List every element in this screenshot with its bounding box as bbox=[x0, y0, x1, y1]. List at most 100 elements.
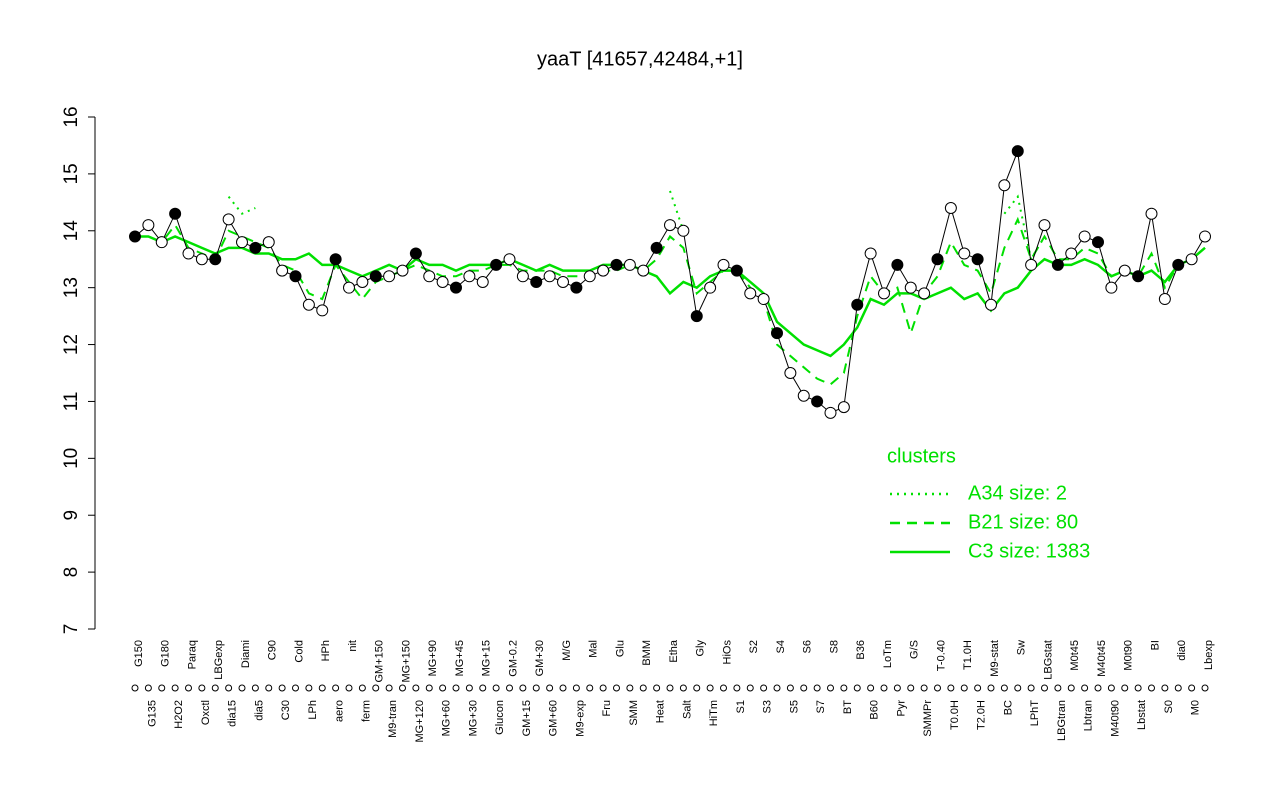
point bbox=[209, 253, 222, 266]
x-tick-label: LPh bbox=[307, 700, 319, 720]
rug bbox=[1000, 684, 1008, 692]
x-tick-label: H2O2 bbox=[173, 700, 185, 729]
point bbox=[958, 247, 971, 260]
point bbox=[383, 270, 396, 283]
point bbox=[169, 207, 182, 220]
rug bbox=[1094, 684, 1102, 692]
point bbox=[757, 293, 770, 306]
point bbox=[195, 253, 208, 266]
rug bbox=[666, 684, 674, 692]
rug bbox=[465, 684, 473, 692]
point bbox=[931, 253, 944, 266]
y-tick-label: 9 bbox=[61, 510, 82, 521]
x-tick-label: MG+30 bbox=[467, 700, 479, 736]
rug bbox=[171, 684, 179, 692]
y-tick-label: 12 bbox=[61, 334, 82, 355]
rug bbox=[251, 684, 259, 692]
y-tick-label: 15 bbox=[61, 163, 82, 184]
x-tick-label: dia15 bbox=[227, 700, 239, 727]
x-tick-label: dia5 bbox=[253, 700, 265, 721]
legend-label: A34 size: 2 bbox=[968, 482, 1067, 504]
x-tick-label: S6 bbox=[802, 640, 814, 653]
point bbox=[597, 264, 610, 277]
point bbox=[356, 275, 369, 288]
rug bbox=[800, 684, 808, 692]
point bbox=[650, 241, 663, 254]
cluster-line bbox=[669, 190, 685, 232]
point bbox=[744, 287, 757, 300]
rug bbox=[425, 684, 433, 692]
point bbox=[142, 219, 155, 232]
point bbox=[864, 247, 877, 260]
y-tick-label: 8 bbox=[61, 567, 82, 578]
point bbox=[543, 270, 556, 283]
point bbox=[904, 281, 917, 294]
rug bbox=[840, 684, 848, 692]
rug bbox=[546, 684, 554, 692]
rug bbox=[318, 684, 326, 692]
x-tick-label: Gly bbox=[695, 640, 707, 657]
rug bbox=[1188, 684, 1196, 692]
x-tick-label: M0t90 bbox=[1123, 640, 1135, 671]
point bbox=[1199, 230, 1211, 243]
y-tick-label: 7 bbox=[61, 624, 82, 635]
point bbox=[851, 298, 864, 311]
x-tick-label: GM-0.2 bbox=[507, 640, 519, 677]
point bbox=[583, 270, 596, 283]
rug bbox=[185, 684, 192, 692]
point bbox=[1132, 270, 1145, 283]
x-tick-label: ferm bbox=[360, 700, 372, 722]
rug bbox=[385, 684, 393, 692]
x-tick-label: Etha bbox=[668, 639, 680, 663]
x-tick-label: C90 bbox=[267, 640, 279, 660]
x-tick-label: MG+45 bbox=[454, 640, 466, 676]
rug bbox=[1081, 684, 1089, 692]
point bbox=[289, 270, 302, 283]
x-tick-label: T1.0H bbox=[962, 640, 974, 670]
rug bbox=[1174, 684, 1182, 692]
x-tick-label: Glu bbox=[614, 640, 626, 657]
cluster-line bbox=[135, 216, 1206, 386]
point bbox=[396, 264, 409, 277]
point bbox=[610, 258, 623, 271]
rug bbox=[733, 684, 741, 692]
rug bbox=[947, 684, 955, 692]
point bbox=[249, 241, 262, 254]
point bbox=[784, 367, 797, 379]
point bbox=[637, 264, 650, 277]
x-tick-label: M0 bbox=[1190, 700, 1202, 715]
rug bbox=[345, 684, 353, 692]
x-tick-label: HPh bbox=[320, 640, 332, 661]
rug bbox=[639, 684, 647, 692]
rug bbox=[1067, 684, 1075, 692]
x-tick-label: HiTm bbox=[708, 700, 720, 726]
rug bbox=[332, 684, 340, 692]
rug bbox=[693, 684, 701, 692]
x-tick-label: S8 bbox=[828, 640, 840, 653]
point bbox=[891, 258, 904, 271]
point bbox=[222, 213, 235, 226]
legend-label: C3 size: 1383 bbox=[968, 540, 1090, 562]
point bbox=[409, 247, 422, 260]
point bbox=[664, 219, 676, 232]
x-tick-label: Lbtran bbox=[1083, 700, 1095, 731]
x-tick-label: Sw bbox=[1016, 640, 1028, 655]
rug bbox=[679, 684, 687, 692]
x-tick-label: dia0 bbox=[1176, 640, 1188, 661]
point bbox=[423, 270, 436, 283]
x-tick-label: LoTm bbox=[882, 640, 894, 668]
rug bbox=[1161, 684, 1169, 692]
point bbox=[1172, 258, 1185, 271]
rug bbox=[358, 684, 366, 692]
x-tick-label: G135 bbox=[146, 700, 158, 727]
point bbox=[302, 298, 315, 311]
point bbox=[1038, 219, 1051, 232]
rug bbox=[786, 684, 794, 692]
rug bbox=[813, 684, 821, 692]
x-tick-label: SMM bbox=[628, 700, 640, 726]
x-tick-label: S3 bbox=[762, 700, 774, 713]
x-tick-label: Diami bbox=[240, 640, 252, 668]
point bbox=[490, 258, 503, 271]
point bbox=[557, 275, 569, 288]
x-tick-label: Salt bbox=[681, 700, 693, 719]
